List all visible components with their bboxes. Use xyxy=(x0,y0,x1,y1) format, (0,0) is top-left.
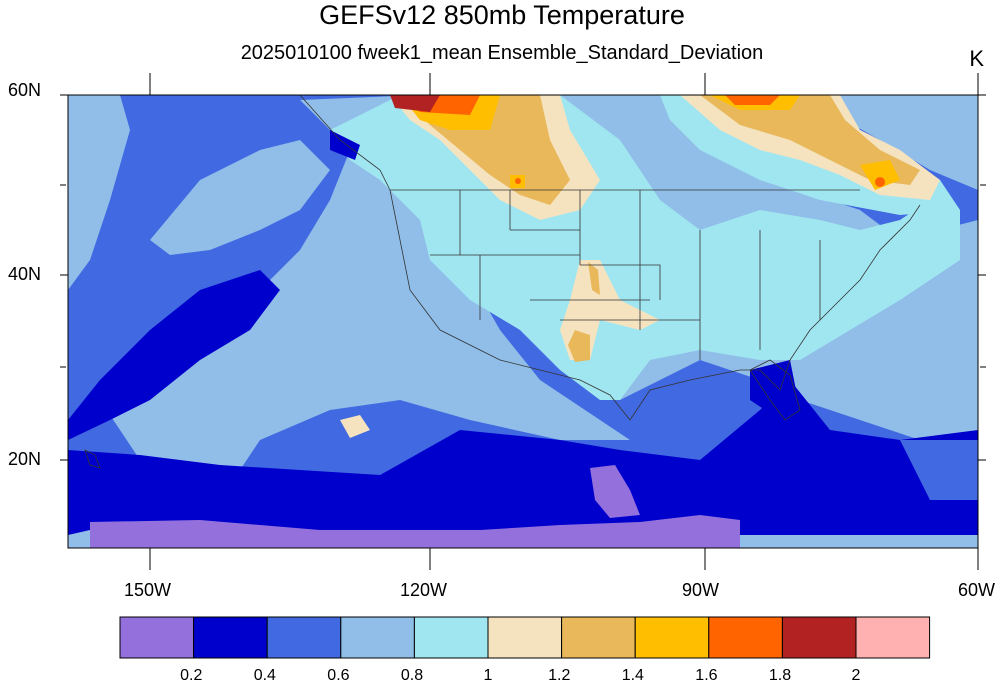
colorbar-label: 0.8 xyxy=(400,667,424,684)
colorbar-label: 1 xyxy=(483,667,493,684)
lat-label-60n: 60N xyxy=(8,80,42,100)
colorbar-swatch xyxy=(193,616,268,659)
field-patch xyxy=(390,95,440,112)
field-patch xyxy=(590,465,640,518)
lon-label-90w: 90W xyxy=(682,580,720,600)
field-patch xyxy=(588,262,600,295)
field-patch xyxy=(68,380,978,548)
coastlines xyxy=(84,95,921,469)
colorbar-label: 0.6 xyxy=(327,667,350,684)
field-patch xyxy=(725,95,780,105)
units-label: K xyxy=(969,46,984,71)
colorbar-swatch xyxy=(561,616,636,659)
field-patch xyxy=(875,177,885,187)
colorbar-swatch xyxy=(634,616,710,659)
field-patch xyxy=(100,95,630,470)
colorbar-swatch xyxy=(266,616,342,659)
map-subtitle: 2025010100 fweek1_mean Ensemble_Standard… xyxy=(240,42,764,64)
colorbar-swatch xyxy=(708,616,783,659)
field-patch xyxy=(68,270,280,440)
colorbar-label: 2 xyxy=(851,667,861,684)
lat-label-40n: 40N xyxy=(8,264,42,284)
field-patch xyxy=(90,515,740,548)
field-patch xyxy=(860,160,900,190)
field-patch xyxy=(68,530,90,548)
temperature-field xyxy=(68,95,978,548)
colorbar-label: 1.2 xyxy=(548,667,571,684)
lon-label-120w: 120W xyxy=(400,580,448,600)
colorbar-swatch xyxy=(487,616,563,659)
field-patch xyxy=(740,535,978,548)
colorbar-swatch xyxy=(119,616,195,659)
field-patch xyxy=(750,360,800,420)
lat-label-20n: 20N xyxy=(8,449,42,469)
map-frame xyxy=(67,94,979,549)
colorbar-swatch xyxy=(781,616,857,659)
colorbar-swatch xyxy=(855,616,931,659)
field-patch xyxy=(900,440,978,500)
colorbar-label: 1.6 xyxy=(695,667,718,684)
field-patch xyxy=(515,178,521,184)
field-patch xyxy=(340,415,370,438)
lon-label-150w: 150W xyxy=(124,580,172,600)
field-patch xyxy=(68,95,130,290)
colorbar-label: 1.4 xyxy=(621,667,644,684)
field-patch xyxy=(700,95,920,185)
colorbar-swatch xyxy=(340,616,415,659)
colorbar-label: 0.4 xyxy=(253,667,276,684)
axis-ticks xyxy=(60,73,986,570)
lon-label-60w: 60W xyxy=(958,580,996,600)
colorbar-label: 0.2 xyxy=(180,667,203,684)
field-patch xyxy=(150,140,330,255)
map-title: GEFSv12 850mb Temperature xyxy=(319,0,685,30)
colorbar-swatch xyxy=(413,616,489,659)
field-patch xyxy=(568,330,590,362)
colorbar xyxy=(119,616,931,659)
colorbar-label: 1.8 xyxy=(768,667,792,684)
